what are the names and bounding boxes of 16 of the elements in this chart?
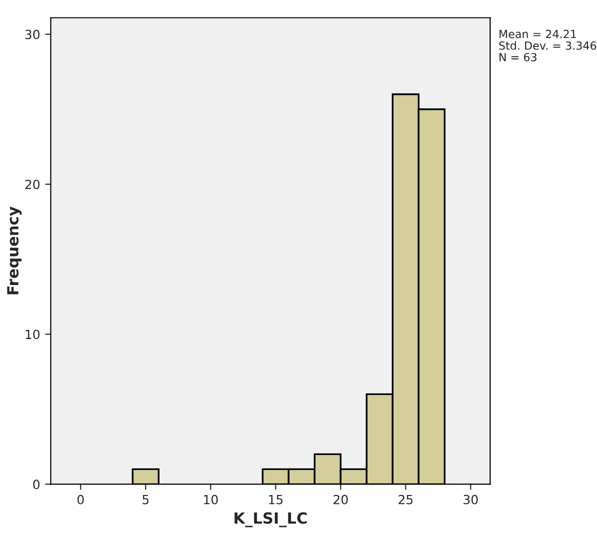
x-tick-label: 5	[142, 495, 149, 504]
text: Std. Dev. = 3.346	[499, 41, 596, 50]
x-tick-label: 15	[269, 495, 282, 504]
y-tick-label: 0	[33, 480, 40, 490]
x-tick-label: 0	[77, 494, 84, 504]
text: Mean = 24.21	[500, 30, 576, 38]
x-tick-label: 25	[398, 494, 412, 504]
x-tick-label: 20	[334, 494, 348, 504]
text: N = 63	[500, 52, 536, 62]
y-axis-title: Frequency	[7, 206, 22, 294]
x-axis-title: K_LSI_LC	[234, 512, 307, 528]
y-tick-label: 20	[25, 180, 40, 190]
y-tick-label: 30	[25, 30, 40, 40]
x-tick-label: 30	[464, 494, 478, 504]
x-tick-label: 10	[204, 494, 218, 504]
y-tick-label: 10	[26, 330, 40, 340]
